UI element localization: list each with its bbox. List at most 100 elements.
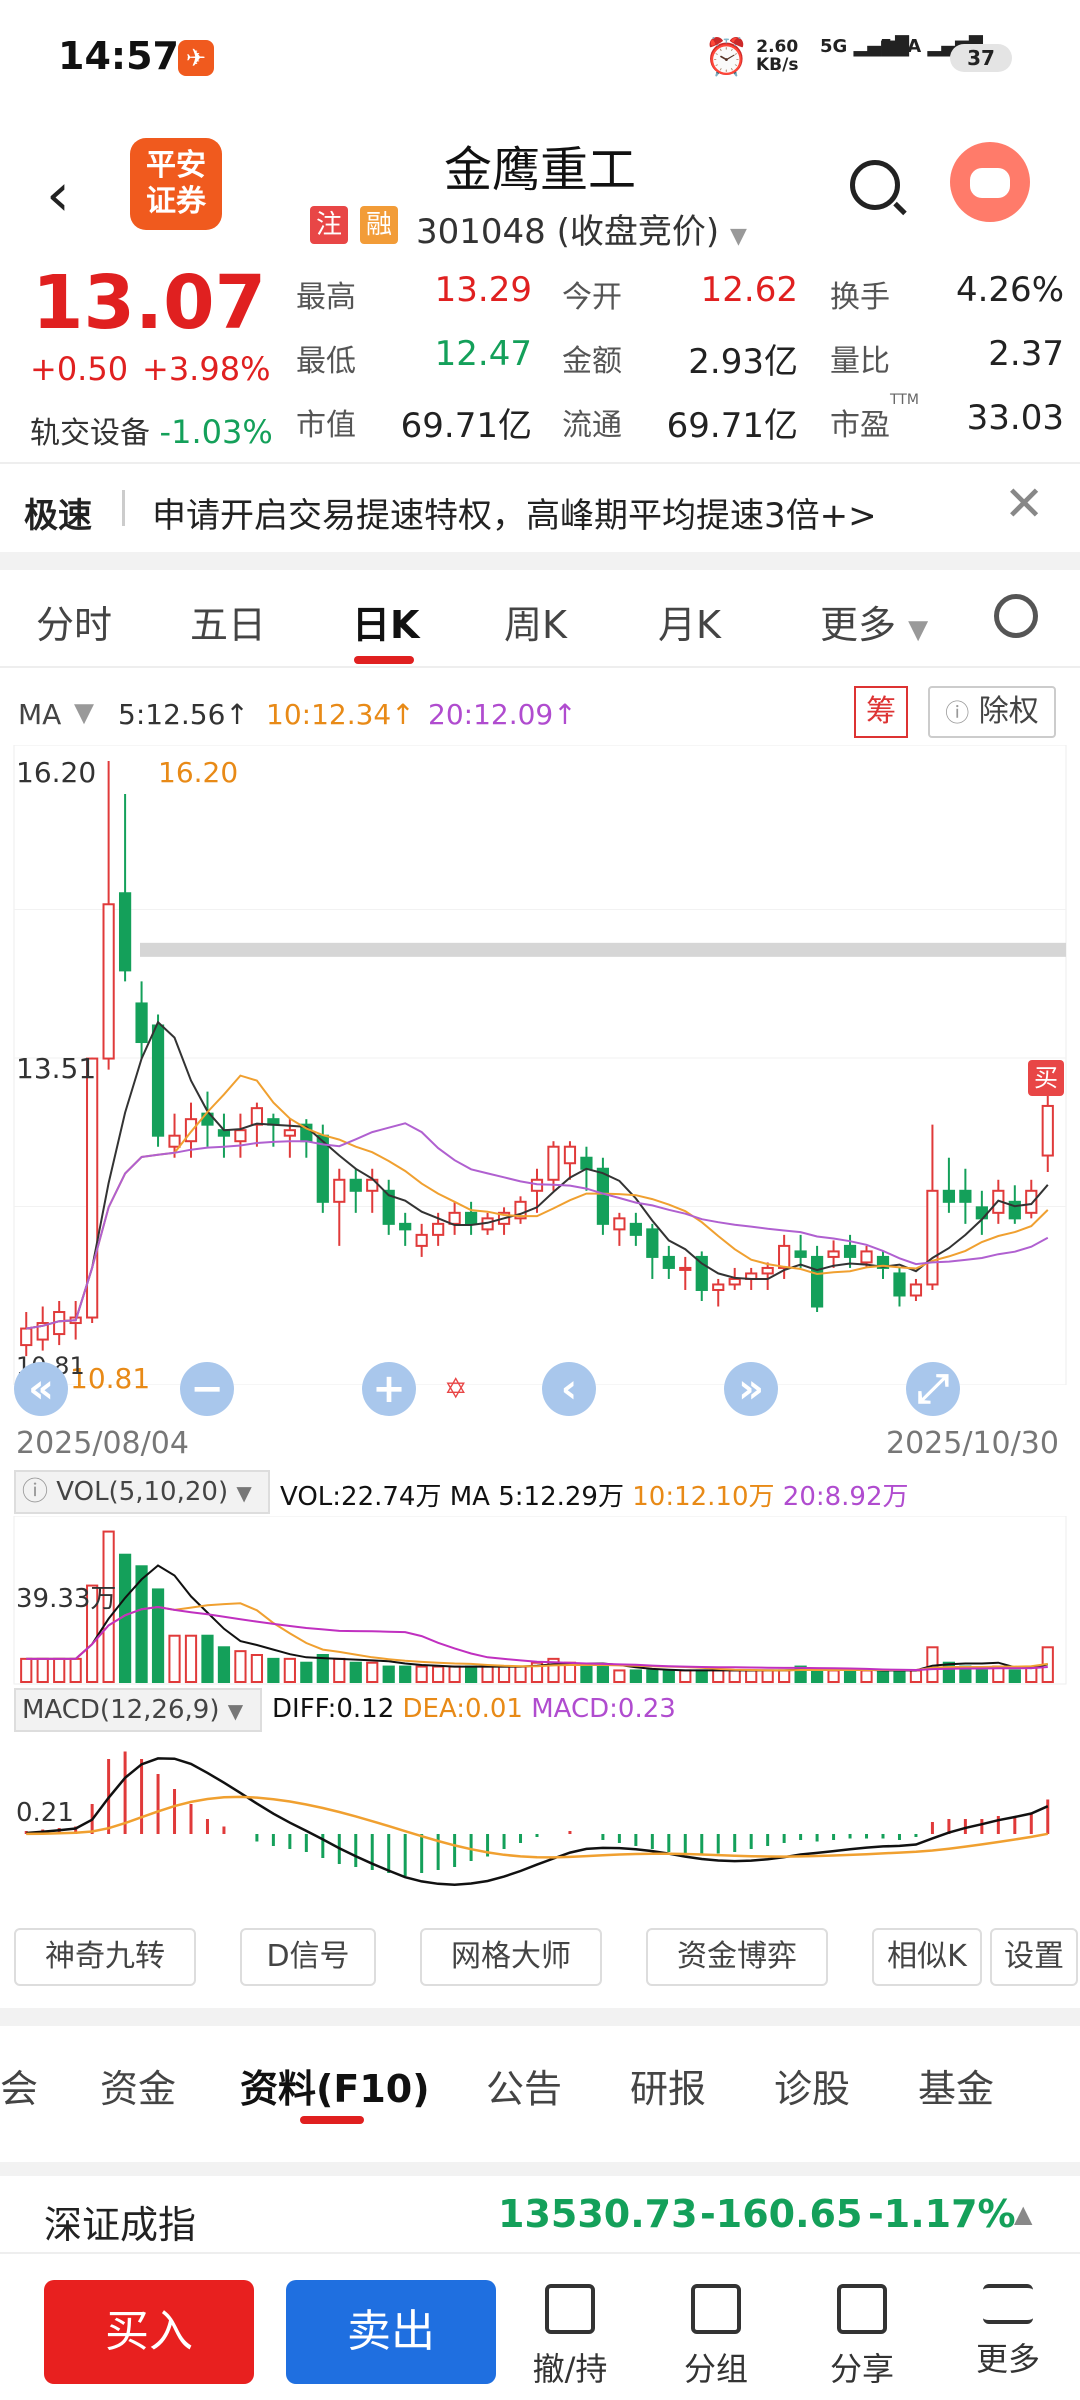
volume-bar bbox=[580, 1665, 593, 1683]
banner-text[interactable]: 申请开启交易提速特权，高峰期平均提速3倍+> bbox=[152, 496, 877, 536]
candle bbox=[909, 1283, 923, 1297]
tab-diagnosis[interactable]: 诊股 bbox=[774, 2067, 851, 2111]
search-icon[interactable] bbox=[850, 160, 900, 210]
candle bbox=[234, 1129, 247, 1143]
resistance-band bbox=[140, 942, 1066, 957]
volume-bar bbox=[201, 1634, 214, 1683]
quote-value: 2.37 bbox=[988, 334, 1064, 374]
cancel-hold-button[interactable]: 撤/持 bbox=[510, 2284, 630, 2390]
vol-ma20-line bbox=[26, 1605, 1048, 1672]
tab-announcements[interactable]: 公告 bbox=[486, 2067, 563, 2111]
macd-values: DIFF:0.12 DEA:0.01 MACD:0.23 bbox=[272, 1694, 676, 1724]
tool-settings[interactable]: 设置 bbox=[990, 1928, 1078, 1986]
volume-bar bbox=[349, 1661, 362, 1683]
vol-ma10: 10:12.10万 bbox=[632, 1482, 775, 1512]
info-icon: ⓘ bbox=[22, 1477, 49, 1507]
ma-legend[interactable]: MA ▼ 5:12.56↑ 10:12.34↑ 20:12.09↑ bbox=[0, 690, 1080, 740]
close-icon[interactable]: ✕ bbox=[1004, 476, 1045, 532]
candle bbox=[448, 1211, 461, 1225]
back-icon[interactable]: ‹ bbox=[46, 160, 70, 230]
candle bbox=[728, 1277, 741, 1286]
buy-button[interactable]: 买入 bbox=[44, 2280, 254, 2384]
candle bbox=[662, 1255, 675, 1269]
vol-selector[interactable]: ⓘ VOL(5,10,20) ▼ bbox=[14, 1470, 270, 1514]
tab-hui[interactable]: 会 bbox=[0, 2067, 39, 2111]
tool-grid-master[interactable]: 网格大师 bbox=[420, 1928, 602, 1986]
assistant-avatar[interactable] bbox=[950, 142, 1030, 222]
peak-label: 16.20 bbox=[158, 756, 239, 789]
scroll-left-icon[interactable]: ‹ bbox=[542, 1362, 596, 1416]
rewind-icon[interactable]: « bbox=[14, 1362, 68, 1416]
tab-fenshi[interactable]: 分时 bbox=[36, 603, 113, 647]
status-bar: 14:57 ✈ ⏰ 2.60 KB/s 5G ▂▄▆█ 5GA ▂▄▆█ 37 bbox=[0, 0, 1080, 110]
ma20-value: 20:12.09↑ bbox=[428, 698, 577, 731]
candle bbox=[827, 1250, 840, 1258]
index-change: -160.65 bbox=[700, 2192, 863, 2236]
tab-funds-related[interactable]: 基金 bbox=[918, 2067, 995, 2111]
volume-bar bbox=[695, 1669, 708, 1684]
tab-weekly-k[interactable]: 周K bbox=[504, 603, 567, 647]
chevron-down-icon: ▼ bbox=[729, 224, 747, 249]
candle bbox=[250, 1107, 264, 1126]
candle bbox=[761, 1266, 774, 1275]
sector-name: 轨交设备 bbox=[30, 416, 150, 451]
more-button[interactable]: 更多 bbox=[948, 2284, 1068, 2380]
candle bbox=[464, 1211, 478, 1225]
chip-button[interactable]: 筹 bbox=[854, 686, 908, 738]
zoom-in-icon[interactable]: + bbox=[362, 1362, 416, 1416]
quote-value: 12.47 bbox=[434, 334, 532, 374]
badge-rong: 融 bbox=[360, 206, 398, 244]
macd-chart[interactable] bbox=[0, 1734, 1080, 1904]
volume-bar bbox=[810, 1669, 824, 1684]
volume-bar bbox=[135, 1565, 148, 1683]
fullscreen-icon[interactable]: ⤢ bbox=[906, 1362, 960, 1416]
candle bbox=[712, 1283, 725, 1291]
quote-value: 13.29 bbox=[434, 270, 532, 310]
volume-bar bbox=[283, 1657, 296, 1684]
zoom-out-icon[interactable]: − bbox=[180, 1362, 234, 1416]
tab-wuri[interactable]: 五日 bbox=[190, 603, 267, 647]
tab-f10[interactable]: 资料(F10) bbox=[240, 2067, 430, 2111]
date-end: 2025/10/30 bbox=[886, 1426, 1059, 1461]
index-bar[interactable]: 深证成指 13530.73 -160.65 -1.17% ▲ bbox=[0, 2162, 1080, 2252]
tab-research[interactable]: 研报 bbox=[630, 2067, 707, 2111]
sell-button[interactable]: 卖出 bbox=[286, 2280, 496, 2384]
tab-daily-k[interactable]: 日K bbox=[352, 603, 420, 647]
scroll-right-icon[interactable]: » bbox=[724, 1362, 778, 1416]
volume-bar bbox=[547, 1657, 560, 1684]
tab-monthly-k[interactable]: 月K bbox=[658, 603, 721, 647]
tool-fund-game[interactable]: 资金博弈 bbox=[646, 1928, 828, 1986]
tool-magic-nine[interactable]: 神奇九转 bbox=[14, 1928, 196, 1986]
volume-bar bbox=[481, 1665, 494, 1683]
adjust-button[interactable]: ⓘ 除权 bbox=[928, 686, 1056, 738]
volume-bar bbox=[53, 1657, 66, 1684]
stock-code-status[interactable]: 301048 (收盘竞价) ▼ bbox=[416, 204, 747, 253]
macd-label: MACD(12,26,9) bbox=[22, 1695, 220, 1725]
share-button[interactable]: 分享 bbox=[802, 2284, 922, 2390]
candlestick-chart[interactable] bbox=[0, 745, 1080, 1385]
vol-y-label: 39.33万 bbox=[16, 1584, 117, 1614]
net-speed-value: 2.60 bbox=[756, 37, 799, 57]
tool-d-signal[interactable]: D信号 bbox=[240, 1928, 376, 1986]
battery-icon: 37 bbox=[950, 44, 1012, 72]
ma10-value: 10:12.34↑ bbox=[266, 698, 415, 731]
logo-line-1: 平安 bbox=[146, 148, 206, 183]
macd-selector[interactable]: MACD(12,26,9) ▼ bbox=[14, 1688, 262, 1732]
volume-chart[interactable] bbox=[0, 1516, 1080, 1686]
tab-funds[interactable]: 资金 bbox=[100, 2067, 177, 2111]
group-button[interactable]: 分组 bbox=[656, 2284, 776, 2390]
share-icon bbox=[837, 2284, 887, 2334]
gear-icon[interactable] bbox=[994, 594, 1038, 638]
speed-banner[interactable]: 极速 申请开启交易提速特权，高峰期平均提速3倍+> ✕ bbox=[0, 462, 1080, 552]
tool-similar-k[interactable]: 相似K bbox=[872, 1928, 982, 1986]
volume-bar bbox=[184, 1634, 198, 1683]
volume-bar bbox=[217, 1646, 231, 1684]
quote-label: 最低 bbox=[296, 344, 356, 379]
candle bbox=[20, 1327, 33, 1347]
signal-5g-label: 5G bbox=[820, 36, 848, 57]
folder-icon bbox=[691, 2284, 741, 2334]
candle bbox=[1041, 1104, 1054, 1157]
tab-more[interactable]: 更多 ▼ bbox=[820, 594, 928, 649]
sector-change[interactable]: 轨交设备 -1.03% bbox=[30, 408, 273, 452]
volume-bar bbox=[250, 1654, 264, 1683]
